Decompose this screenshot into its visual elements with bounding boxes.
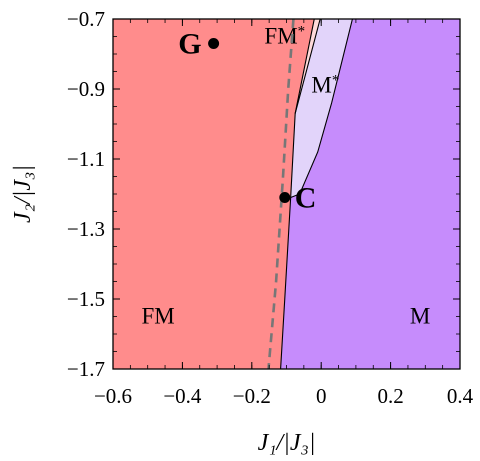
x-tick-label: −0.2 [233,384,271,408]
dashed-boundary [267,18,295,370]
phase-boundary-2 [294,18,321,114]
axis-ticks: −0.6 −0.4 −0.2 0 0.2 0.4 −0.7 −0.9 −1.1 −1.3 −1.5 −… [67,7,474,408]
point-label-g: G [178,28,201,61]
y-tick-label: −1.3 [67,217,105,241]
y-tick-label: −0.9 [67,77,105,101]
y-tick-label: −1.7 [67,357,105,381]
marked-points: GC [178,28,316,215]
x-tick-label: −0.4 [163,384,202,408]
x-tick-label: 0.2 [377,384,403,408]
region-label-m: M [410,304,430,329]
phase-boundaries [267,18,353,370]
y-tick-label: −1.1 [67,147,105,171]
x-tick-label: 0.4 [447,384,474,408]
y-axis-title: J₂/|J₃| [10,165,36,223]
region-label-fm: FM [141,304,174,329]
y-tick-label: −1.5 [67,287,105,311]
point-label-c: C [295,182,317,215]
point-g [208,38,220,49]
y-tick-label: −0.7 [67,7,105,31]
x-tick-label: 0 [316,384,327,408]
x-tick-label: −0.6 [94,384,132,408]
point-c [279,192,291,203]
phase-boundary-3 [290,18,353,199]
x-axis-title: J₁/|J₃| [258,430,316,456]
